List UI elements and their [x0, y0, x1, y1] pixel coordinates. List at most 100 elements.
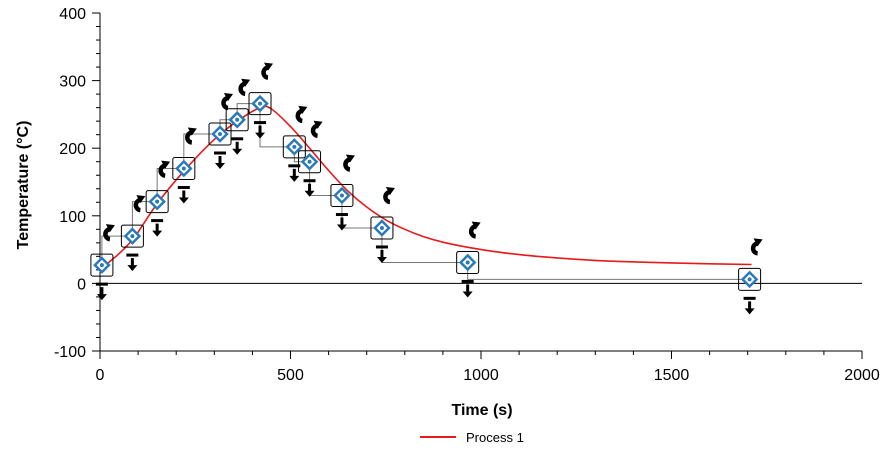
curved-arrow-icon[interactable] — [295, 105, 308, 124]
curved-arrow-icon-head[interactable] — [161, 160, 171, 169]
control-points-layer[interactable] — [90, 92, 762, 291]
curved-arrow-icon[interactable] — [158, 160, 171, 178]
legend-label-process-1: Process 1 — [466, 430, 524, 445]
curved-arrow-icon[interactable] — [238, 78, 251, 97]
control-point-dot[interactable] — [258, 101, 263, 106]
down-arrow-icon[interactable] — [177, 185, 190, 204]
control-point-box[interactable] — [208, 122, 232, 146]
curved-arrow-icon[interactable] — [261, 62, 274, 80]
down-arrow-icon[interactable] — [461, 279, 474, 298]
curved-arrow-icon-head[interactable] — [241, 78, 251, 87]
control-point[interactable] — [738, 267, 762, 291]
down-arrow-icon-head[interactable] — [304, 190, 315, 197]
down-arrow-icon-head[interactable] — [127, 265, 138, 272]
control-point[interactable] — [90, 253, 114, 277]
curved-arrow-icon[interactable] — [310, 120, 323, 138]
down-arrow-icon[interactable] — [335, 213, 348, 231]
handles-layer[interactable] — [95, 62, 763, 315]
control-point-box[interactable] — [172, 156, 196, 180]
curved-arrow-icon-head[interactable] — [105, 224, 115, 233]
control-point[interactable] — [456, 250, 480, 274]
control-point-dot[interactable] — [181, 166, 186, 171]
control-point[interactable] — [330, 184, 354, 208]
control-point-dot[interactable] — [292, 144, 297, 149]
down-arrow-icon-head[interactable] — [215, 163, 226, 170]
control-point-box[interactable] — [738, 267, 762, 291]
control-point-box[interactable] — [90, 253, 114, 277]
control-point-box[interactable] — [330, 184, 354, 208]
curved-arrow-icon[interactable] — [383, 186, 395, 205]
curved-arrow-icon[interactable] — [750, 238, 763, 256]
control-point-dot[interactable] — [379, 225, 384, 230]
down-arrow-icon-head[interactable] — [289, 175, 300, 182]
control-point-box[interactable] — [456, 250, 480, 274]
curved-arrow-icon-head[interactable] — [345, 154, 355, 163]
down-arrow-icon[interactable] — [288, 164, 301, 182]
curved-arrow-icon[interactable] — [343, 154, 355, 172]
control-point[interactable] — [225, 108, 249, 132]
control-point-dot[interactable] — [339, 193, 344, 198]
axes-layer: -100 0 100 200 300 400 0 500 1000 1500 2000 — [54, 6, 880, 384]
curved-arrow-icon-head[interactable] — [313, 120, 323, 129]
curved-arrow-icon-head[interactable] — [187, 127, 197, 136]
curved-arrow-icon[interactable] — [133, 195, 146, 213]
curved-arrow-icon[interactable] — [103, 224, 115, 242]
control-point-dot[interactable] — [130, 234, 135, 239]
down-arrow-icon[interactable] — [743, 296, 756, 315]
down-arrow-icon[interactable] — [95, 282, 108, 301]
curved-arrow-icon-head[interactable] — [471, 221, 481, 230]
down-arrow-icon-head[interactable] — [232, 148, 243, 155]
control-point[interactable] — [172, 156, 196, 180]
control-point[interactable] — [248, 92, 272, 116]
x-tick-label: 0 — [96, 367, 105, 384]
point-connector — [341, 195, 382, 229]
control-point-box[interactable] — [298, 150, 322, 174]
control-point[interactable] — [370, 216, 394, 240]
control-point-dot[interactable] — [235, 117, 240, 122]
control-point-dot[interactable] — [99, 263, 104, 268]
control-point-dot[interactable] — [155, 199, 160, 204]
control-point-dot[interactable] — [465, 260, 470, 265]
curved-arrow-icon-head[interactable] — [136, 195, 146, 204]
curved-arrow-icon-head[interactable] — [224, 93, 234, 102]
y-tick-label: 0 — [77, 276, 86, 293]
curved-arrow-icon-head[interactable] — [264, 62, 274, 71]
curved-arrow-icon-head[interactable] — [385, 186, 395, 195]
down-arrow-icon-head[interactable] — [744, 308, 755, 315]
curved-arrow-icon-head[interactable] — [298, 105, 308, 114]
down-arrow-icon-head[interactable] — [336, 224, 347, 231]
control-point[interactable] — [145, 190, 169, 214]
down-arrow-icon[interactable] — [254, 121, 267, 139]
curved-arrow-icon[interactable] — [221, 93, 234, 111]
control-point[interactable] — [282, 135, 306, 159]
control-point-box[interactable] — [282, 135, 306, 159]
down-arrow-icon-head[interactable] — [178, 197, 189, 204]
curved-arrow-icon[interactable] — [185, 127, 197, 145]
down-arrow-icon-head[interactable] — [96, 294, 107, 301]
control-point-dot[interactable] — [218, 132, 223, 137]
down-arrow-icon[interactable] — [231, 137, 244, 155]
control-point-dot[interactable] — [307, 159, 312, 164]
control-point[interactable] — [298, 150, 322, 174]
x-tick-label: 1500 — [654, 367, 690, 384]
down-arrow-icon-head[interactable] — [152, 230, 163, 237]
control-point[interactable] — [120, 224, 144, 248]
down-arrow-icon[interactable] — [214, 151, 227, 170]
down-arrow-icon[interactable] — [303, 179, 316, 197]
curved-arrow-icon[interactable] — [468, 221, 481, 239]
control-point-box[interactable] — [370, 216, 394, 240]
control-point[interactable] — [208, 122, 232, 146]
control-point-box[interactable] — [120, 224, 144, 248]
down-arrow-icon-head[interactable] — [462, 291, 473, 298]
down-arrow-icon[interactable] — [126, 253, 139, 272]
control-point-box[interactable] — [248, 92, 272, 116]
y-tick-label: -100 — [54, 344, 86, 361]
down-arrow-icon[interactable] — [151, 219, 164, 237]
control-point-box[interactable] — [145, 190, 169, 214]
down-arrow-icon-head[interactable] — [255, 132, 266, 139]
control-point-dot[interactable] — [747, 277, 752, 282]
control-point-box[interactable] — [225, 108, 249, 132]
down-arrow-icon[interactable] — [375, 245, 388, 263]
down-arrow-icon-head[interactable] — [376, 256, 387, 263]
curved-arrow-icon-head[interactable] — [753, 238, 763, 247]
